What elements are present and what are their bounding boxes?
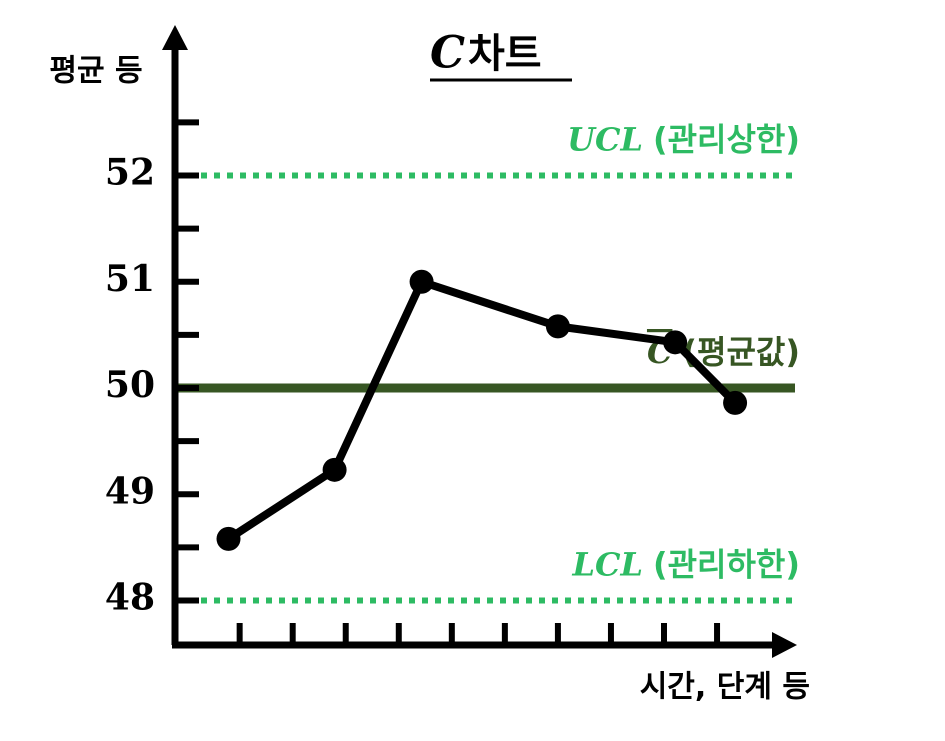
x-axis-label: 시간, 단계 등 [640,670,810,705]
y-tick-label: 48 [105,577,155,619]
y-tick-label: 51 [105,258,155,300]
data-line [226,277,738,543]
data-point [545,314,570,339]
x-axis-arrow [772,632,797,658]
y-axis-label: 평균 등 [49,54,142,89]
data-point [723,390,748,415]
data-point [322,457,347,482]
chart-title: C 차트 [430,28,572,82]
reference-label: UCL (관리상한) [567,120,800,159]
reference-symbol: LCL [572,545,643,583]
reference-symbol: UCL [567,120,643,158]
y-tick-label: 50 [105,364,155,406]
title-text: 차트 [468,31,542,77]
data-point [663,330,688,355]
y-axis-arrow [162,25,188,50]
data-point [409,269,434,294]
title-symbol: C [430,28,465,79]
reference-text: (관리상한) [653,121,800,159]
reference-label: LCL (관리하한) [572,545,800,584]
data-point [216,526,241,551]
y-tick-label: 49 [105,470,155,512]
y-tick-label: 52 [105,152,155,194]
reference-text: (관리하한) [653,546,800,584]
